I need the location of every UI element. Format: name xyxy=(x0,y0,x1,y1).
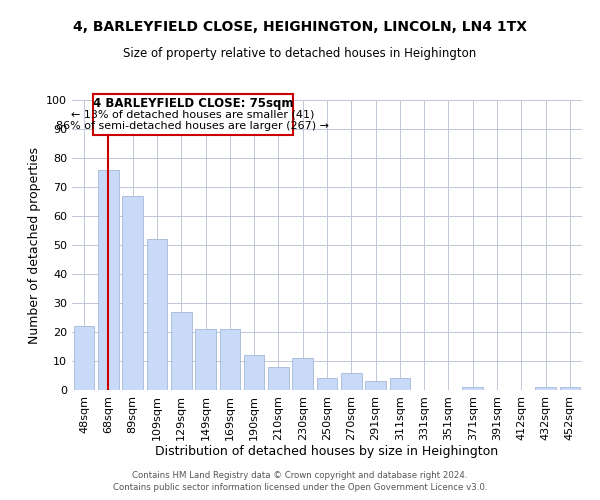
Text: 4 BARLEYFIELD CLOSE: 75sqm: 4 BARLEYFIELD CLOSE: 75sqm xyxy=(92,96,293,110)
Bar xyxy=(535,387,556,390)
Bar xyxy=(122,196,143,390)
Text: Contains public sector information licensed under the Open Government Licence v3: Contains public sector information licen… xyxy=(113,483,487,492)
Bar xyxy=(389,378,410,390)
Bar xyxy=(317,378,337,390)
Bar xyxy=(560,387,580,390)
Bar xyxy=(98,170,119,390)
Bar xyxy=(244,355,265,390)
Text: Size of property relative to detached houses in Heighington: Size of property relative to detached ho… xyxy=(124,48,476,60)
Bar xyxy=(74,326,94,390)
Text: 4, BARLEYFIELD CLOSE, HEIGHINGTON, LINCOLN, LN4 1TX: 4, BARLEYFIELD CLOSE, HEIGHINGTON, LINCO… xyxy=(73,20,527,34)
Bar xyxy=(146,239,167,390)
Bar xyxy=(292,358,313,390)
Bar xyxy=(463,387,483,390)
Bar xyxy=(195,329,216,390)
Y-axis label: Number of detached properties: Number of detached properties xyxy=(28,146,41,344)
Text: Contains HM Land Registry data © Crown copyright and database right 2024.: Contains HM Land Registry data © Crown c… xyxy=(132,472,468,480)
X-axis label: Distribution of detached houses by size in Heighington: Distribution of detached houses by size … xyxy=(155,446,499,458)
Text: ← 13% of detached houses are smaller (41): ← 13% of detached houses are smaller (41… xyxy=(71,110,314,120)
Text: 86% of semi-detached houses are larger (267) →: 86% of semi-detached houses are larger (… xyxy=(56,121,329,131)
Bar xyxy=(220,329,240,390)
Bar xyxy=(341,372,362,390)
Bar xyxy=(171,312,191,390)
Bar xyxy=(268,367,289,390)
Bar xyxy=(365,382,386,390)
